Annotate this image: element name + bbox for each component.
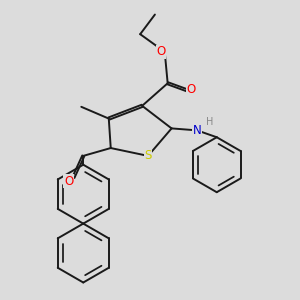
Text: H: H <box>206 116 214 127</box>
Text: S: S <box>144 149 152 162</box>
Text: O: O <box>64 175 73 188</box>
Text: O: O <box>156 45 165 58</box>
Text: N: N <box>193 124 202 137</box>
Text: O: O <box>187 82 196 96</box>
